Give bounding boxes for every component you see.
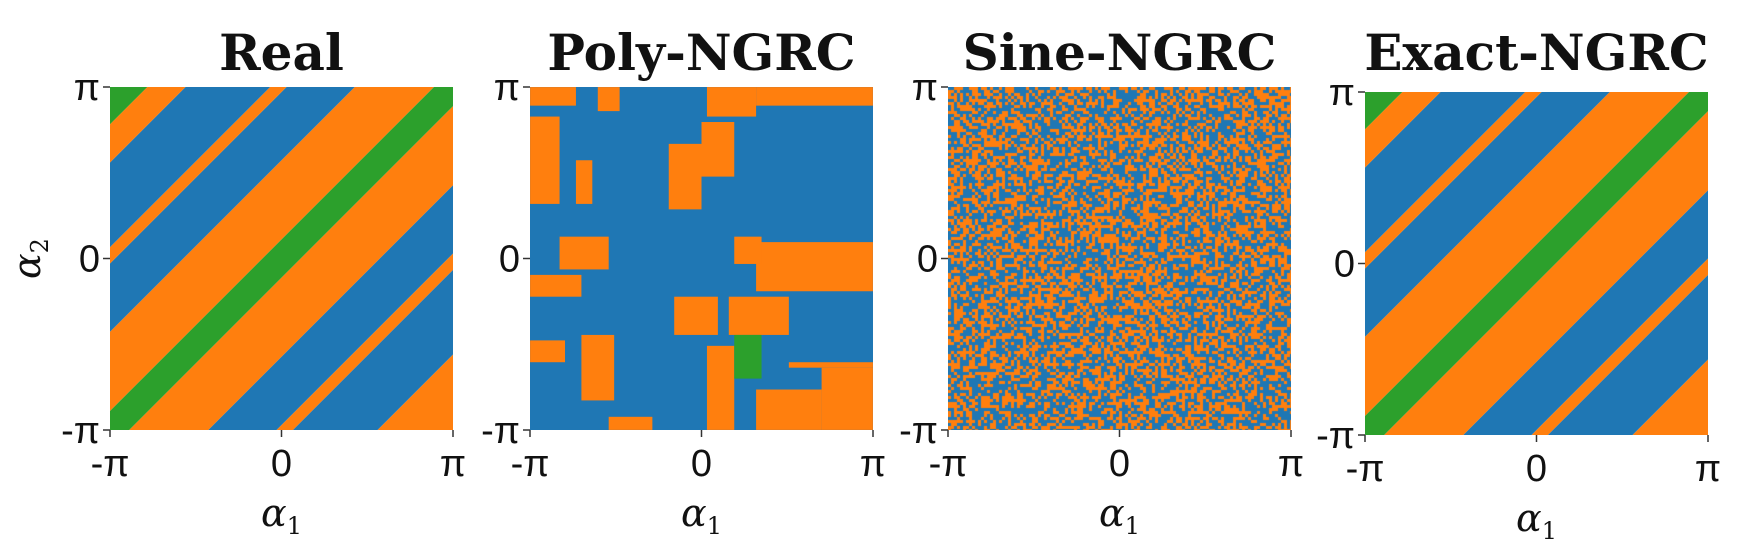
stripe-8-blue — [1365, 92, 1610, 337]
region-21-orange — [608, 416, 653, 430]
plot-area — [1365, 92, 1708, 435]
region-7-orange — [668, 143, 702, 210]
y-tick-label: 0 — [917, 239, 938, 281]
stripe-2-blue — [1547, 274, 1708, 435]
x-tick-label: π — [1695, 448, 1721, 490]
y-tick-label: π — [494, 67, 520, 109]
stripe-12-green — [110, 87, 148, 125]
x-tick-label: π — [860, 443, 886, 485]
x-tick-label: -π — [929, 443, 968, 485]
y-tick-label: 0 — [79, 239, 100, 281]
stripe-9-orange — [110, 87, 287, 264]
region-2-orange — [597, 87, 620, 112]
stripe-9-orange — [1365, 92, 1542, 269]
region-17-orange — [581, 334, 615, 401]
x-tick-label: 0 — [691, 443, 712, 485]
y-tick-label: -π — [899, 410, 938, 452]
region-14-orange — [728, 296, 789, 335]
panel-title: Exact-NGRC — [1364, 23, 1708, 82]
region-22-green — [734, 334, 762, 379]
plot-area — [948, 87, 1291, 430]
stripe-5-orange — [1384, 111, 1708, 435]
stripe-7-orange — [110, 87, 434, 411]
panel-title: Poly-NGRC — [547, 23, 855, 82]
x-tick-label: 0 — [271, 443, 292, 485]
y-tick-label: π — [1329, 72, 1355, 114]
x-axis-label: α1 — [1516, 496, 1557, 545]
stripe-4-blue — [1463, 190, 1708, 435]
x-tick-label: 0 — [1109, 443, 1130, 485]
panel-title: Real — [219, 23, 344, 82]
stripe-8-blue — [110, 87, 355, 332]
panel-1: -π 0 π -π 0 π Real α1 α2 — [5, 23, 466, 540]
region-8-orange — [701, 122, 735, 177]
x-tick-label: π — [440, 443, 466, 485]
stripe-10-blue — [110, 87, 271, 248]
stripe-7-orange — [1365, 92, 1689, 416]
y-axis-label: α2 — [5, 238, 54, 279]
region-18-orange — [706, 345, 735, 430]
region-4-orange — [756, 87, 873, 106]
stripe-11-orange — [1365, 92, 1441, 168]
region-16-orange — [530, 340, 566, 363]
stripe-12-green — [1365, 92, 1403, 130]
y-tick-label: π — [912, 67, 938, 109]
x-axis-label: α1 — [681, 491, 722, 540]
region-5-orange — [530, 116, 560, 204]
region-9-orange — [559, 236, 609, 270]
region-10-orange — [530, 274, 582, 297]
region-13-orange — [674, 296, 718, 335]
stripe-10-blue — [1365, 92, 1526, 253]
stripe-11-orange — [110, 87, 186, 163]
x-axis-label: α1 — [1099, 491, 1140, 540]
y-tick-label: -π — [61, 410, 100, 452]
region-6-orange — [575, 160, 593, 204]
region-20-orange — [821, 367, 873, 430]
y-tick-label: 0 — [1334, 244, 1355, 286]
panel-2: -π 0 π -π 0 π Poly-NGRC α1 — [481, 23, 886, 540]
region-19-orange — [756, 389, 822, 430]
plot-area — [530, 87, 873, 430]
y-tick-label: 0 — [499, 239, 520, 281]
y-tick-label: -π — [481, 410, 520, 452]
region-15-orange — [788, 362, 873, 368]
x-tick-label: -π — [91, 443, 130, 485]
region-1-orange — [530, 87, 576, 106]
stripe-6-green — [110, 87, 453, 430]
region-11-orange — [756, 242, 873, 292]
x-tick-label: π — [1278, 443, 1304, 485]
x-tick-label: -π — [1346, 448, 1385, 490]
stripe-6-green — [1365, 92, 1708, 435]
y-tick-label: π — [74, 67, 100, 109]
panel-title: Sine-NGRC — [963, 23, 1277, 82]
region-3-orange — [706, 87, 757, 117]
x-tick-label: 0 — [1526, 448, 1547, 490]
panel-3: -π 0 π -π 0 π Sine-NGRC α1 — [899, 23, 1304, 540]
x-axis-label: α1 — [261, 491, 302, 540]
region-12-orange — [734, 236, 762, 264]
noise-field — [948, 87, 1291, 430]
x-tick-label: -π — [511, 443, 550, 485]
y-tick-label: -π — [1316, 415, 1355, 457]
plot-area — [110, 87, 453, 430]
